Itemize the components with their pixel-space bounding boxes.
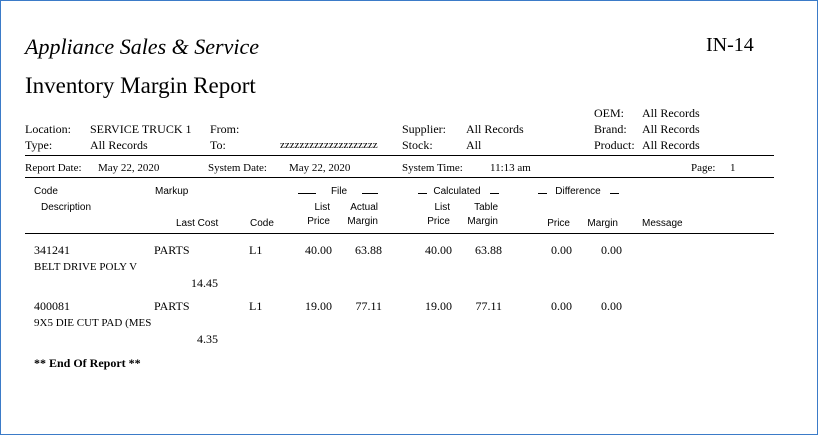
- row-diff-price: 0.00: [551, 243, 572, 257]
- system-date-label: System Date:: [208, 162, 267, 174]
- system-time: 11:13 am: [490, 162, 531, 174]
- row-description: BELT DRIVE POLY V: [34, 261, 138, 273]
- report-date-label: Report Date:: [25, 162, 82, 174]
- diff-rule-right: [610, 193, 619, 194]
- row-diff-price: 0.00: [551, 299, 572, 313]
- product-value: All Records: [642, 138, 700, 152]
- file-rule-right: [362, 193, 378, 194]
- col-last-cost: Last Cost: [176, 218, 219, 229]
- col-calc-list-2: Price: [427, 216, 450, 227]
- row-code2: L1: [249, 243, 263, 257]
- row-last-cost: 14.45: [191, 276, 218, 290]
- row-code: 400081: [34, 299, 70, 313]
- row-actual-margin: 77.11: [355, 299, 382, 313]
- row-last-cost: 4.35: [197, 332, 218, 346]
- row-table-margin: 77.11: [475, 299, 502, 313]
- col-table-1: Table: [474, 202, 498, 213]
- calc-rule-left: [418, 193, 427, 194]
- col-markup: Markup: [155, 186, 189, 197]
- col-file: File: [330, 186, 348, 197]
- col-code: Code: [34, 186, 58, 197]
- product-label: Product:: [594, 138, 635, 152]
- row-file-list-price: 40.00: [305, 243, 332, 257]
- col-actual-2: Margin: [347, 216, 378, 227]
- divider-header: [25, 233, 774, 234]
- col-file-list-2: Price: [307, 216, 330, 227]
- row-actual-margin: 63.88: [355, 243, 382, 257]
- col-diff-margin: Margin: [587, 218, 618, 229]
- company-name: Appliance Sales & Service: [25, 34, 259, 59]
- col-code2: Code: [250, 218, 274, 229]
- location-label: Location:: [25, 122, 71, 136]
- divider-top: [25, 155, 774, 156]
- row-markup: PARTS: [154, 243, 190, 257]
- row-markup: PARTS: [154, 299, 190, 313]
- page-label: Page:: [691, 162, 716, 174]
- row-description: 9X5 DIE CUT PAD (MES: [34, 317, 152, 329]
- row-calc-list-price: 19.00: [425, 299, 452, 313]
- system-date: May 22, 2020: [289, 162, 351, 174]
- row-diff-margin: 0.00: [601, 299, 622, 313]
- col-message: Message: [642, 218, 683, 229]
- divider-dates: [25, 177, 774, 178]
- calc-rule-right: [490, 193, 499, 194]
- location-value: SERVICE TRUCK 1: [90, 122, 192, 136]
- type-value: All Records: [90, 138, 148, 152]
- col-calculated: Calculated: [433, 186, 481, 197]
- diff-rule-left: [538, 193, 547, 194]
- page-number: 1: [730, 162, 736, 174]
- oem-value: All Records: [642, 106, 700, 120]
- to-value: zzzzzzzzzzzzzzzzzzzz: [280, 139, 378, 151]
- brand-label: Brand:: [594, 122, 627, 136]
- col-table-2: Margin: [467, 216, 498, 227]
- oem-label: OEM:: [594, 106, 624, 120]
- row-file-list-price: 19.00: [305, 299, 332, 313]
- stock-value: All: [466, 138, 482, 152]
- end-of-report: ** End Of Report **: [34, 356, 141, 370]
- row-diff-margin: 0.00: [601, 243, 622, 257]
- type-label: Type:: [25, 138, 53, 152]
- row-code: 341241: [34, 243, 70, 257]
- to-label: To:: [210, 138, 226, 152]
- report-title: Inventory Margin Report: [25, 73, 256, 98]
- report-code: IN-14: [706, 34, 754, 56]
- row-code2: L1: [249, 299, 263, 313]
- file-rule-left: [298, 193, 316, 194]
- col-actual-1: Actual: [350, 202, 378, 213]
- report-date: May 22, 2020: [98, 162, 160, 174]
- col-calc-list-1: List: [434, 202, 450, 213]
- stock-label: Stock:: [402, 138, 433, 152]
- from-label: From:: [210, 122, 240, 136]
- row-table-margin: 63.88: [475, 243, 502, 257]
- supplier-label: Supplier:: [402, 122, 446, 136]
- brand-value: All Records: [642, 122, 700, 136]
- col-file-list-1: List: [314, 202, 330, 213]
- col-diff-price: Price: [547, 218, 570, 229]
- supplier-value: All Records: [466, 122, 524, 136]
- row-calc-list-price: 40.00: [425, 243, 452, 257]
- col-description: Description: [41, 202, 92, 213]
- system-time-label: System Time:: [402, 162, 463, 174]
- col-difference: Difference: [555, 186, 601, 197]
